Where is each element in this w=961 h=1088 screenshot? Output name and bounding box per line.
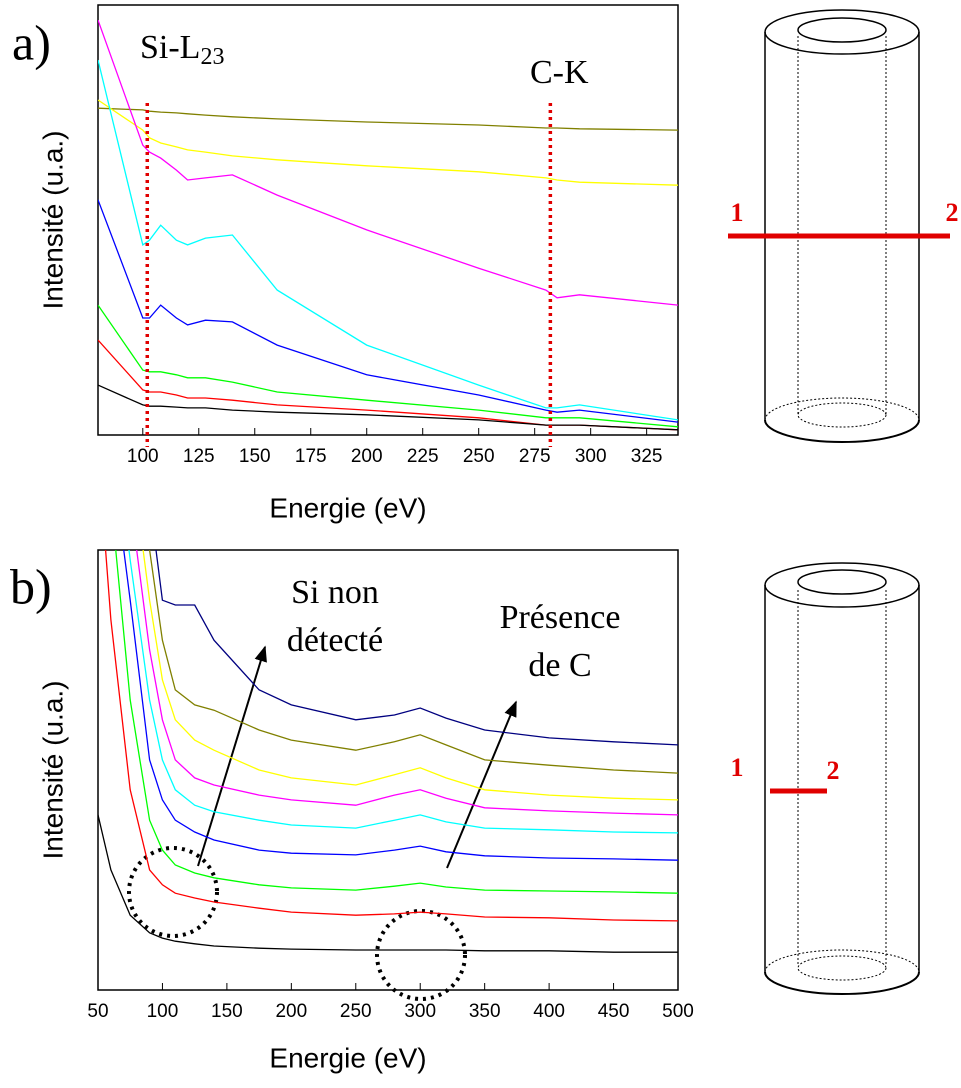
- series-line: [136, 550, 678, 816]
- series-line: [98, 384, 678, 431]
- plot-frame: [97, 549, 679, 991]
- y-axis-label: Intensité (u.a.): [37, 681, 68, 860]
- plot-lines: [98, 550, 678, 953]
- marker-label: C-K: [530, 54, 589, 91]
- x-tick-label: 250: [340, 1001, 372, 1022]
- x-tick-label: 300: [404, 1001, 436, 1022]
- series-line: [98, 814, 678, 953]
- x-tick-label: 150: [239, 446, 271, 467]
- series-line: [104, 550, 678, 922]
- x-tick-label: 150: [211, 1001, 243, 1022]
- annotation: Si non: [291, 574, 379, 611]
- panel-label: b): [10, 558, 52, 614]
- plot-lines: [98, 19, 678, 431]
- annotation: de C: [528, 647, 591, 684]
- marker-label-sub: 23: [200, 44, 224, 70]
- series-line: [115, 550, 678, 894]
- annotation: Présence: [500, 599, 621, 636]
- cylinder-diagram: [728, 9, 950, 443]
- y-axis-label: Intensité (u.a.): [37, 131, 68, 310]
- x-axis-label: Energie (eV): [269, 492, 426, 523]
- x-tick-label: 100: [147, 1001, 179, 1022]
- series-line: [155, 550, 678, 746]
- series-line: [128, 550, 678, 834]
- x-tick-label: 450: [598, 1001, 630, 1022]
- x-tick-label: 500: [662, 1001, 694, 1022]
- series-line: [123, 550, 678, 861]
- plot-frame: [97, 4, 679, 436]
- marker-label-text: C-K: [530, 54, 589, 91]
- panel-label: a): [12, 14, 51, 70]
- series-line: [98, 304, 678, 428]
- x-tick-label: 200: [351, 446, 383, 467]
- series-line: [98, 19, 678, 306]
- series-line: [98, 59, 678, 421]
- x-axis-label: Energie (eV): [269, 1042, 426, 1073]
- series-line: [142, 550, 678, 801]
- x-tick-label: 175: [295, 446, 327, 467]
- x-tick-label: 50: [87, 1001, 108, 1022]
- x-tick-label: 350: [469, 1001, 501, 1022]
- x-tick-label: 300: [575, 446, 607, 467]
- series-line: [98, 199, 678, 423]
- annotation: détecté: [287, 622, 383, 659]
- series-line: [98, 107, 678, 131]
- series-line: [98, 99, 678, 186]
- x-tick-label: 400: [533, 1001, 565, 1022]
- x-tick-label: 250: [463, 446, 495, 467]
- marker-label-text: Si-L: [140, 29, 200, 66]
- diagram-label: 1: [731, 753, 744, 782]
- diagram-label: 1: [731, 198, 744, 227]
- x-tick-label: 225: [407, 446, 439, 467]
- cylinder-diagram: [764, 562, 920, 995]
- x-tick-label: 125: [183, 446, 215, 467]
- x-tick-label: 100: [127, 446, 159, 467]
- marker-label: Si-L23: [140, 29, 224, 70]
- x-tick-label: 275: [519, 446, 551, 467]
- x-tick-label: 200: [275, 1001, 307, 1022]
- x-tick-label: 325: [631, 446, 663, 467]
- series-line: [148, 550, 678, 774]
- diagram-label: 2: [946, 198, 959, 227]
- diagram-label: 2: [827, 756, 840, 785]
